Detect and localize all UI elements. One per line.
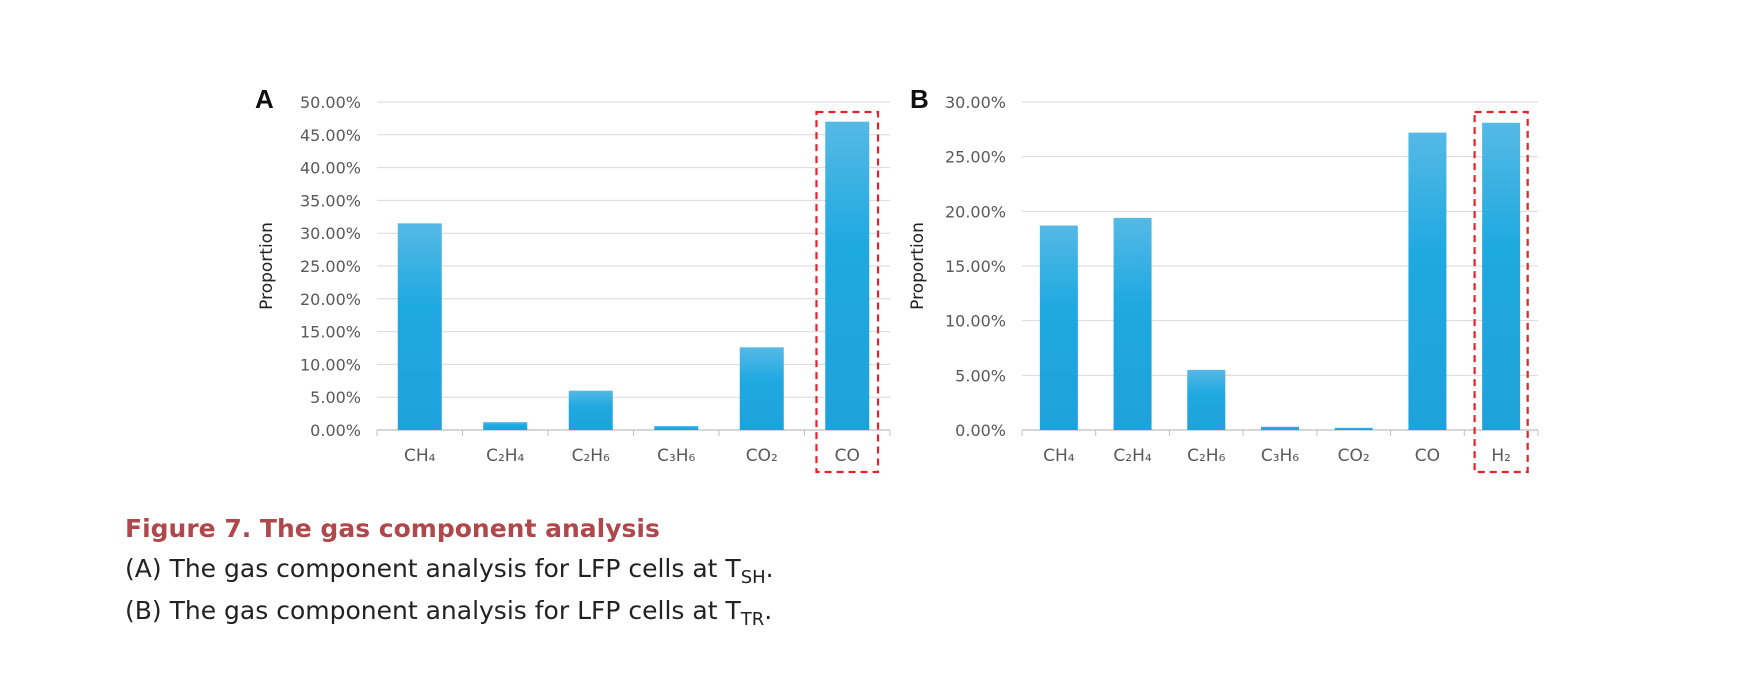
x-tick-label: C₂H₆ <box>1187 446 1225 466</box>
caption-b-subscript: TR <box>740 609 765 630</box>
panel-label: B <box>910 84 929 114</box>
bar <box>483 422 528 430</box>
y-tick-label: 45.00% <box>300 126 361 145</box>
y-tick-label: 15.00% <box>300 323 361 342</box>
y-tick-label: 25.00% <box>300 257 361 276</box>
chart-panel-a: A 0.00% 5.00% 10.00% 15.00% 20.00% 25.00% 30.00… <box>255 84 891 474</box>
y-tick-label: 20.00% <box>945 202 1006 221</box>
y-tick-label: 15.00% <box>945 257 1006 276</box>
y-tick-label: 10.00% <box>945 312 1006 331</box>
x-tick-label: CO₂ <box>746 446 778 466</box>
bar <box>1039 225 1078 430</box>
highlight-box <box>1473 110 1529 474</box>
chart-canvas: A 0.00% 5.00% 10.00% 15.00% 20.00% 25.00% 30.00… <box>255 84 1539 474</box>
x-tick-label: CH₄ <box>404 446 436 466</box>
y-tick-label: 40.00% <box>300 159 361 178</box>
y-tick-label: 0.00% <box>955 421 1006 440</box>
x-tick-label: CH₄ <box>1043 446 1075 466</box>
bar <box>1187 369 1226 430</box>
figure-caption-b: (B) The gas component analysis for LFP c… <box>125 596 772 630</box>
bar <box>1261 426 1299 430</box>
bar <box>739 347 784 430</box>
x-tick-label: CO <box>1415 446 1440 466</box>
y-axis-title: Proportion <box>908 222 928 310</box>
figure-caption-title: Figure 7. The gas component analysis <box>125 514 660 543</box>
bar <box>1408 132 1447 430</box>
y-tick-label: 50.00% <box>300 93 361 112</box>
x-tick-label: C₂H₆ <box>572 446 610 466</box>
y-tick-label: 30.00% <box>945 93 1006 112</box>
x-tick-label: H₂ <box>1491 446 1511 466</box>
highlight-box <box>815 110 880 474</box>
bar <box>397 223 442 430</box>
x-tick-label: C₂H₄ <box>1113 446 1151 466</box>
bar <box>654 426 699 430</box>
y-tick-label: 0.00% <box>310 421 361 440</box>
caption-a-subscript: SH <box>740 567 766 588</box>
x-tick-label: C₃H₆ <box>1261 446 1299 466</box>
y-tick-label: 5.00% <box>310 388 361 407</box>
bar <box>1113 217 1152 430</box>
panel-label: A <box>255 84 274 114</box>
caption-a-text: (A) The gas component analysis for LFP c… <box>125 554 741 583</box>
figure-caption-a: (A) The gas component analysis for LFP c… <box>125 554 774 588</box>
caption-b-suffix: . <box>764 596 773 625</box>
x-tick-label: C₃H₆ <box>657 446 695 466</box>
x-tick-label: C₂H₄ <box>486 446 524 466</box>
y-axis-title: Proportion <box>257 222 277 310</box>
y-tick-label: 20.00% <box>300 290 361 309</box>
caption-b-text: (B) The gas component analysis for LFP c… <box>125 596 741 625</box>
bar <box>1482 122 1521 431</box>
x-tick-label: CO₂ <box>1338 446 1370 466</box>
bar <box>1334 427 1373 430</box>
y-tick-label: 5.00% <box>955 366 1006 385</box>
y-tick-label: 35.00% <box>300 191 361 210</box>
caption-a-suffix: . <box>765 554 774 583</box>
y-tick-label: 30.00% <box>300 224 361 243</box>
y-tick-label: 25.00% <box>945 148 1006 167</box>
y-tick-label: 10.00% <box>300 355 361 374</box>
bar <box>825 121 870 431</box>
bar <box>568 390 613 430</box>
x-tick-label: CO <box>835 446 860 466</box>
chart-panel-b: B 0.00% 5.00% 10.00% 15.00% 20.00% 25.00% 30.00… <box>908 84 1539 474</box>
